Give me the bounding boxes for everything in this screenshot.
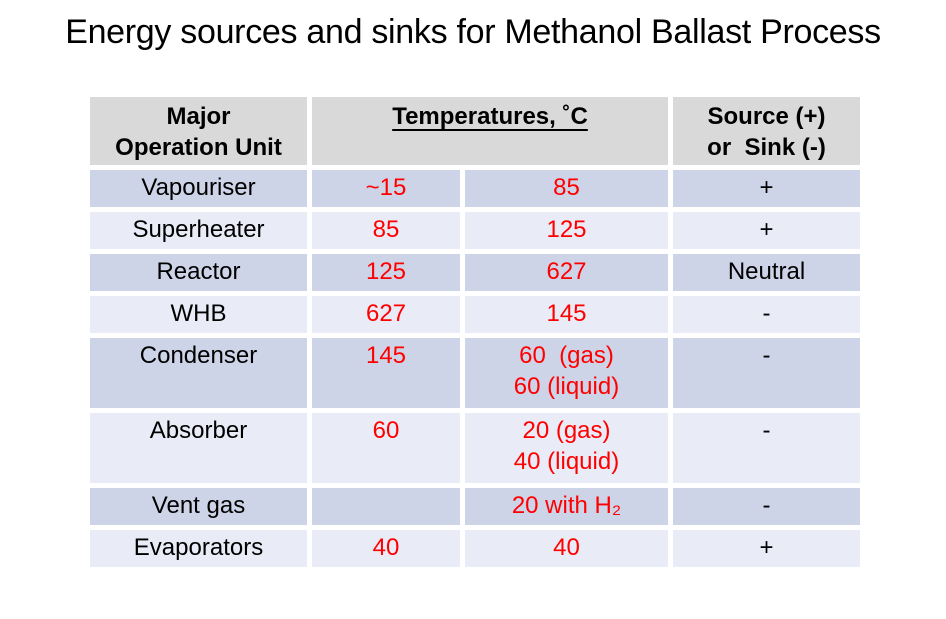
table-row: Vent gas 20 with H₂ - xyxy=(90,488,860,525)
temperatures-header-label: Temperatures, ˚C xyxy=(392,103,588,130)
unit-cell: Absorber xyxy=(90,413,307,483)
source-cell: - xyxy=(673,488,860,525)
source-cell: - xyxy=(673,338,860,408)
temp-in-cell: 627 xyxy=(312,296,460,333)
unit-cell: Condenser xyxy=(90,338,307,408)
temp-out-cell: 20 (gas) 40 (liquid) xyxy=(465,413,668,483)
source-cell: + xyxy=(673,212,860,249)
table-row: Condenser 145 60 (gas) 60 (liquid) - xyxy=(90,338,860,408)
temp-out-cell: 125 xyxy=(465,212,668,249)
slide-title: Energy sources and sinks for Methanol Ba… xyxy=(65,13,881,51)
source-cell: - xyxy=(673,413,860,483)
table-row: Vapouriser ~15 85 + xyxy=(90,170,860,207)
temp-out-cell: 60 (gas) 60 (liquid) xyxy=(465,338,668,408)
energy-table: Major Operation Unit Temperatures, ˚C So… xyxy=(85,92,865,572)
temp-out-cell: 627 xyxy=(465,254,668,291)
table-row: WHB 627 145 - xyxy=(90,296,860,333)
column-header-source: Source (+) or Sink (-) xyxy=(673,97,860,165)
source-cell: + xyxy=(673,170,860,207)
temp-in-cell: ~15 xyxy=(312,170,460,207)
unit-cell: WHB xyxy=(90,296,307,333)
temp-out-cell: 40 xyxy=(465,530,668,567)
source-cell: Neutral xyxy=(673,254,860,291)
temp-in-cell: 125 xyxy=(312,254,460,291)
temp-in-cell: 145 xyxy=(312,338,460,408)
table-row: Evaporators 40 40 + xyxy=(90,530,860,567)
column-header-temperatures: Temperatures, ˚C xyxy=(312,97,668,165)
unit-cell: Superheater xyxy=(90,212,307,249)
source-cell: + xyxy=(673,530,860,567)
temp-in-cell: 85 xyxy=(312,212,460,249)
unit-cell: Evaporators xyxy=(90,530,307,567)
unit-cell: Vapouriser xyxy=(90,170,307,207)
column-header-unit: Major Operation Unit xyxy=(90,97,307,165)
table-row: Superheater 85 125 + xyxy=(90,212,860,249)
temp-out-cell: 85 xyxy=(465,170,668,207)
temp-in-cell xyxy=(312,488,460,525)
temp-in-cell: 40 xyxy=(312,530,460,567)
header-row: Major Operation Unit Temperatures, ˚C So… xyxy=(90,97,860,165)
temp-in-cell: 60 xyxy=(312,413,460,483)
unit-cell: Reactor xyxy=(90,254,307,291)
table-row: Reactor 125 627 Neutral xyxy=(90,254,860,291)
table-row: Absorber 60 20 (gas) 40 (liquid) - xyxy=(90,413,860,483)
source-cell: - xyxy=(673,296,860,333)
unit-cell: Vent gas xyxy=(90,488,307,525)
temp-out-cell: 145 xyxy=(465,296,668,333)
temp-out-cell: 20 with H₂ xyxy=(465,488,668,525)
